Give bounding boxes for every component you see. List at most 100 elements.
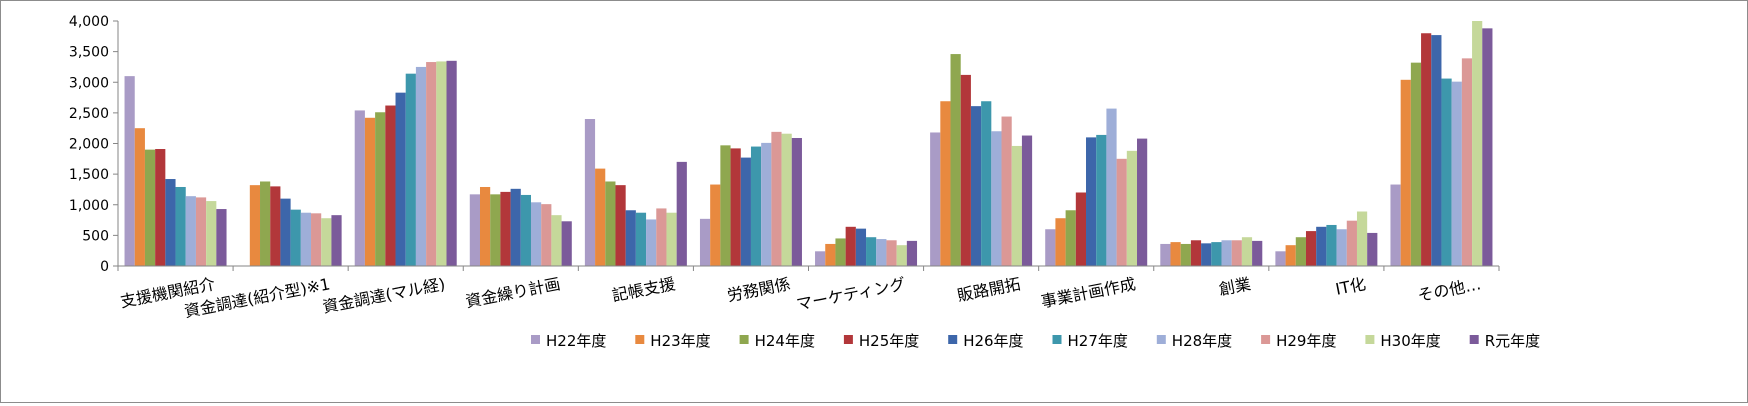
legend-label: H30年度 [1380,332,1440,350]
bar [1021,135,1033,266]
bar [950,54,961,266]
bar [791,137,802,266]
legend-item: H26年度 [948,332,1024,350]
bar [1126,150,1138,266]
bar [175,186,186,266]
y-tick-label: 1,000 [69,198,109,214]
y-tick-label: 2,000 [69,137,109,153]
bar [605,181,616,266]
bar [426,62,437,266]
bar [1367,232,1378,266]
bar [216,209,227,266]
bar [1201,243,1212,266]
bar [510,188,521,266]
legend-swatch [948,335,958,344]
legend-swatch [843,335,853,344]
bar [625,210,636,266]
legend-label: R元年度 [1485,332,1540,350]
bar [436,61,447,267]
bar [1431,35,1442,267]
bar [385,105,396,266]
bar [1346,220,1357,266]
bar [1170,242,1181,266]
bar [1241,237,1253,266]
bar [469,194,480,266]
bar [676,161,687,267]
bar [845,226,856,266]
legend-item: R元年度 [1469,332,1540,350]
y-tick-label: 4,000 [69,14,109,30]
bar [930,132,941,266]
bar [1190,240,1202,266]
y-axis: 0 500 1,000 1,500 2,000 2,500 3,000 3,500 4,000 [69,14,119,275]
x-tick-label: IT化 [1334,274,1368,298]
bar [1316,226,1327,266]
bar [1295,237,1306,266]
bar [541,204,552,266]
bar [699,218,711,266]
bar [960,74,971,267]
bar [750,146,762,266]
bar [260,181,271,266]
bar [490,194,501,266]
x-tick-label: 労務関係 [726,274,792,305]
bar [1326,224,1337,266]
bar [1441,78,1452,266]
bar [331,215,342,266]
y-tick-label: 3,000 [69,75,109,91]
bar [206,201,217,266]
bar [249,185,261,266]
bar [1075,192,1087,266]
bar [825,243,836,266]
bar [896,245,907,266]
x-tick-label: その他… [1416,274,1482,305]
legend-label: H24年度 [755,332,815,350]
bar [666,212,677,266]
bar [479,186,491,266]
bar [530,202,542,266]
legend-swatch [739,335,749,344]
bar [740,157,751,266]
x-tick-label: 資金繰り計画 [464,274,562,311]
bar [1221,240,1232,266]
x-tick-label: マーケティング [795,274,907,314]
bar [1116,158,1127,266]
legend-item: H29年度 [1261,332,1336,350]
bar [321,218,332,266]
legend-item: H28年度 [1156,332,1232,350]
bar [395,92,406,266]
bar [520,194,531,266]
bars [124,21,1493,267]
bar [311,213,322,266]
bar [1482,28,1493,266]
bar [584,119,596,266]
bar [124,76,135,267]
x-tick-label: 創業 [1217,274,1252,299]
legend-item: H30年度 [1365,332,1441,350]
bar [364,117,376,266]
x-tick-label: 資金調達(マル経) [321,274,447,316]
bar [354,110,365,267]
legend-swatch [1052,335,1062,344]
bar [906,240,918,266]
bar [1055,218,1066,266]
bar [1472,21,1483,266]
bar [646,219,657,266]
bar [405,73,416,266]
bar [1160,243,1171,266]
legend-swatch [1261,335,1271,344]
bar [1211,242,1222,266]
legend-swatch [1365,335,1375,344]
bar [195,197,207,266]
bar [1285,245,1296,266]
x-tick-label: 販路開拓 [956,274,1022,305]
bar [720,145,731,266]
bar [835,238,846,266]
legend-swatch [635,335,645,344]
bar [981,101,992,267]
bar [1001,116,1012,266]
bar [1137,138,1148,266]
bar [1400,79,1411,266]
bar [595,168,606,266]
bar [991,131,1002,266]
